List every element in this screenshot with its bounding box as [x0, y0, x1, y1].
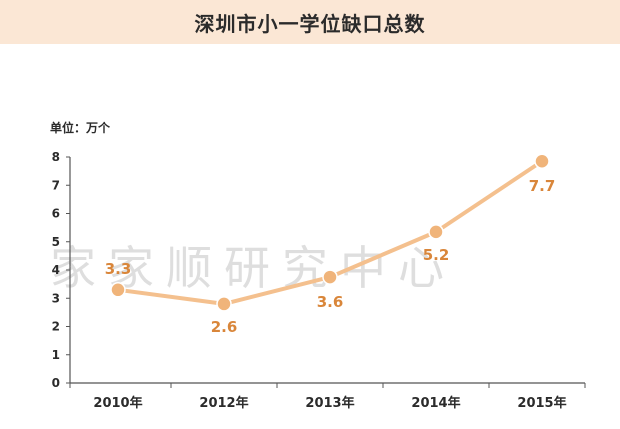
y-tick-label: 2 [52, 320, 60, 334]
data-labels: 3.3 2.6 3.6 5.2 7.7 [105, 177, 556, 336]
y-tick-label: 1 [52, 348, 60, 362]
x-tick-label: 2015年 [517, 395, 566, 411]
y-tick-label: 3 [52, 291, 60, 305]
unit-label: 单位：万个 [50, 120, 111, 135]
y-tick-label: 7 [52, 178, 60, 192]
y-tick-label: 0 [52, 376, 60, 390]
data-label: 7.7 [529, 177, 556, 195]
data-points [110, 153, 550, 312]
y-tick-label: 6 [52, 207, 60, 221]
data-point [534, 153, 550, 169]
chart-title: 深圳市小一学位缺口总数 [194, 11, 426, 36]
x-tick-label: 2013年 [305, 395, 354, 411]
y-tick-label: 5 [52, 235, 60, 249]
x-tick-label: 2012年 [199, 395, 248, 411]
y-axis-ticks: 0 1 2 3 4 5 6 7 8 [52, 150, 70, 390]
data-point [322, 269, 338, 285]
data-label: 2.6 [211, 318, 238, 336]
y-tick-label: 8 [52, 150, 60, 164]
x-tick-label: 2010年 [93, 395, 142, 411]
x-tick-label: 2014年 [411, 395, 460, 411]
data-label: 3.3 [105, 260, 132, 278]
title-bar: 深圳市小一学位缺口总数 [0, 0, 620, 44]
data-label: 5.2 [423, 246, 450, 264]
data-point [110, 282, 126, 298]
data-label: 3.6 [317, 293, 344, 311]
y-tick-label: 4 [52, 263, 60, 277]
x-axis-ticks: 2010年 2012年 2013年 2014年 2015年 [69, 383, 586, 411]
data-point [216, 296, 232, 312]
data-point [428, 224, 444, 240]
